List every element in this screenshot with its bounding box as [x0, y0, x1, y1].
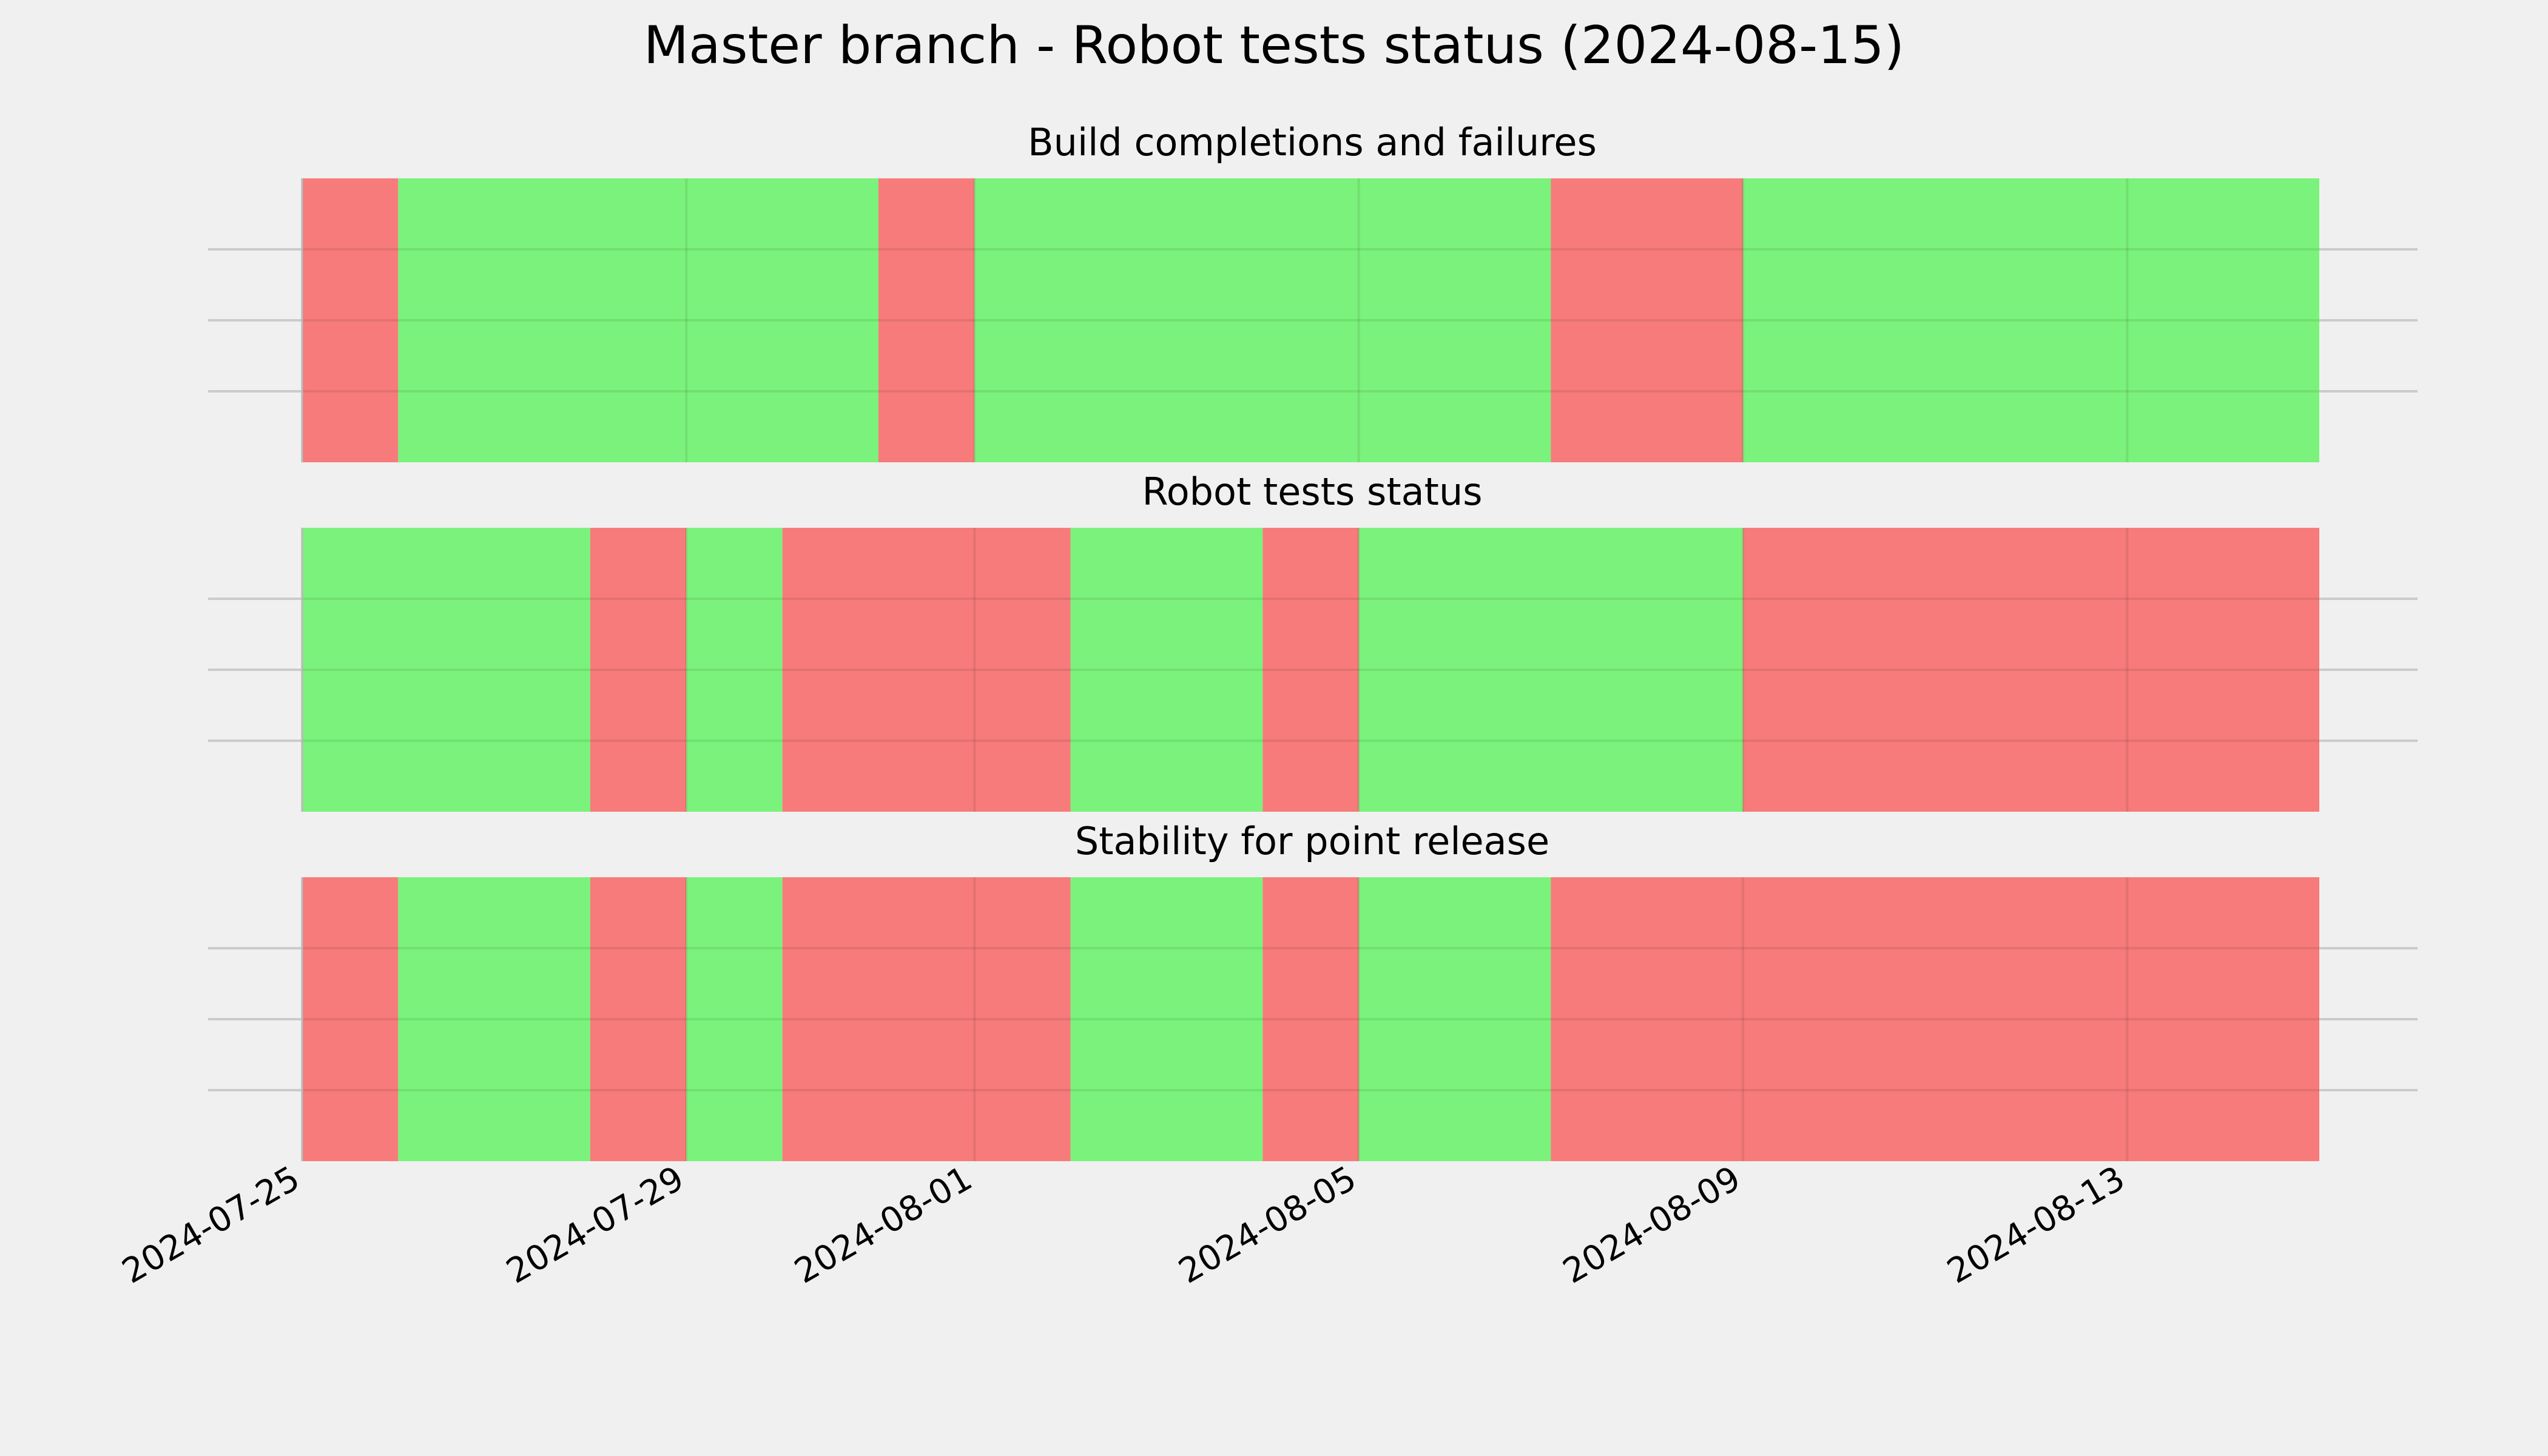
x-tick-label: 2024-07-29 [500, 1159, 690, 1292]
status-segment-fail [1551, 877, 2319, 1161]
status-segment-fail [1551, 178, 1743, 462]
status-segment-fail [590, 877, 687, 1161]
panel-title: Stability for point release [1075, 819, 1549, 863]
status-segment-pass [398, 178, 878, 462]
status-segment-fail [782, 877, 1071, 1161]
panels-layer: Build completions and failures Robot test… [208, 120, 2418, 1161]
x-tick-label: 2024-07-25 [116, 1159, 306, 1292]
x-tick-label: 2024-08-01 [788, 1159, 979, 1292]
status-segment-fail [1262, 528, 1359, 812]
status-segment-pass [1070, 877, 1263, 1161]
panel-title: Robot tests status [1142, 470, 1482, 514]
status-segment-fail [302, 178, 399, 462]
status-segment-pass [1743, 178, 2319, 462]
chart-title: Master branch - Robot tests status (2024… [644, 15, 1904, 76]
status-segment-fail [590, 528, 687, 812]
status-segment-pass [398, 877, 590, 1161]
timeline-panel: Robot tests status [208, 470, 2418, 812]
x-tick-label: 2024-08-13 [1941, 1159, 2131, 1292]
x-tick-label: 2024-08-05 [1172, 1159, 1363, 1292]
panel-title: Build completions and failures [1028, 120, 1597, 164]
status-segment-fail [1262, 877, 1359, 1161]
status-segment-fail [878, 178, 975, 462]
status-segment-pass [686, 528, 783, 812]
x-tick-label: 2024-08-09 [1557, 1159, 1747, 1292]
status-segment-pass [686, 877, 783, 1161]
status-segment-fail [782, 528, 1071, 812]
status-segment-pass [1358, 528, 1743, 812]
timeline-panel: Stability for point release [208, 819, 2418, 1161]
status-segment-pass [974, 178, 1551, 462]
status-segment-fail [1743, 528, 2319, 812]
timeline-panel: Build completions and failures [208, 120, 2418, 462]
status-segment-fail [302, 877, 399, 1161]
status-segment-pass [302, 528, 590, 812]
status-segment-pass [1070, 528, 1263, 812]
status-segment-pass [1358, 877, 1551, 1161]
x-axis: 2024-07-25 2024-07-29 2024-08-01 2024-08-05… [116, 1159, 2132, 1292]
